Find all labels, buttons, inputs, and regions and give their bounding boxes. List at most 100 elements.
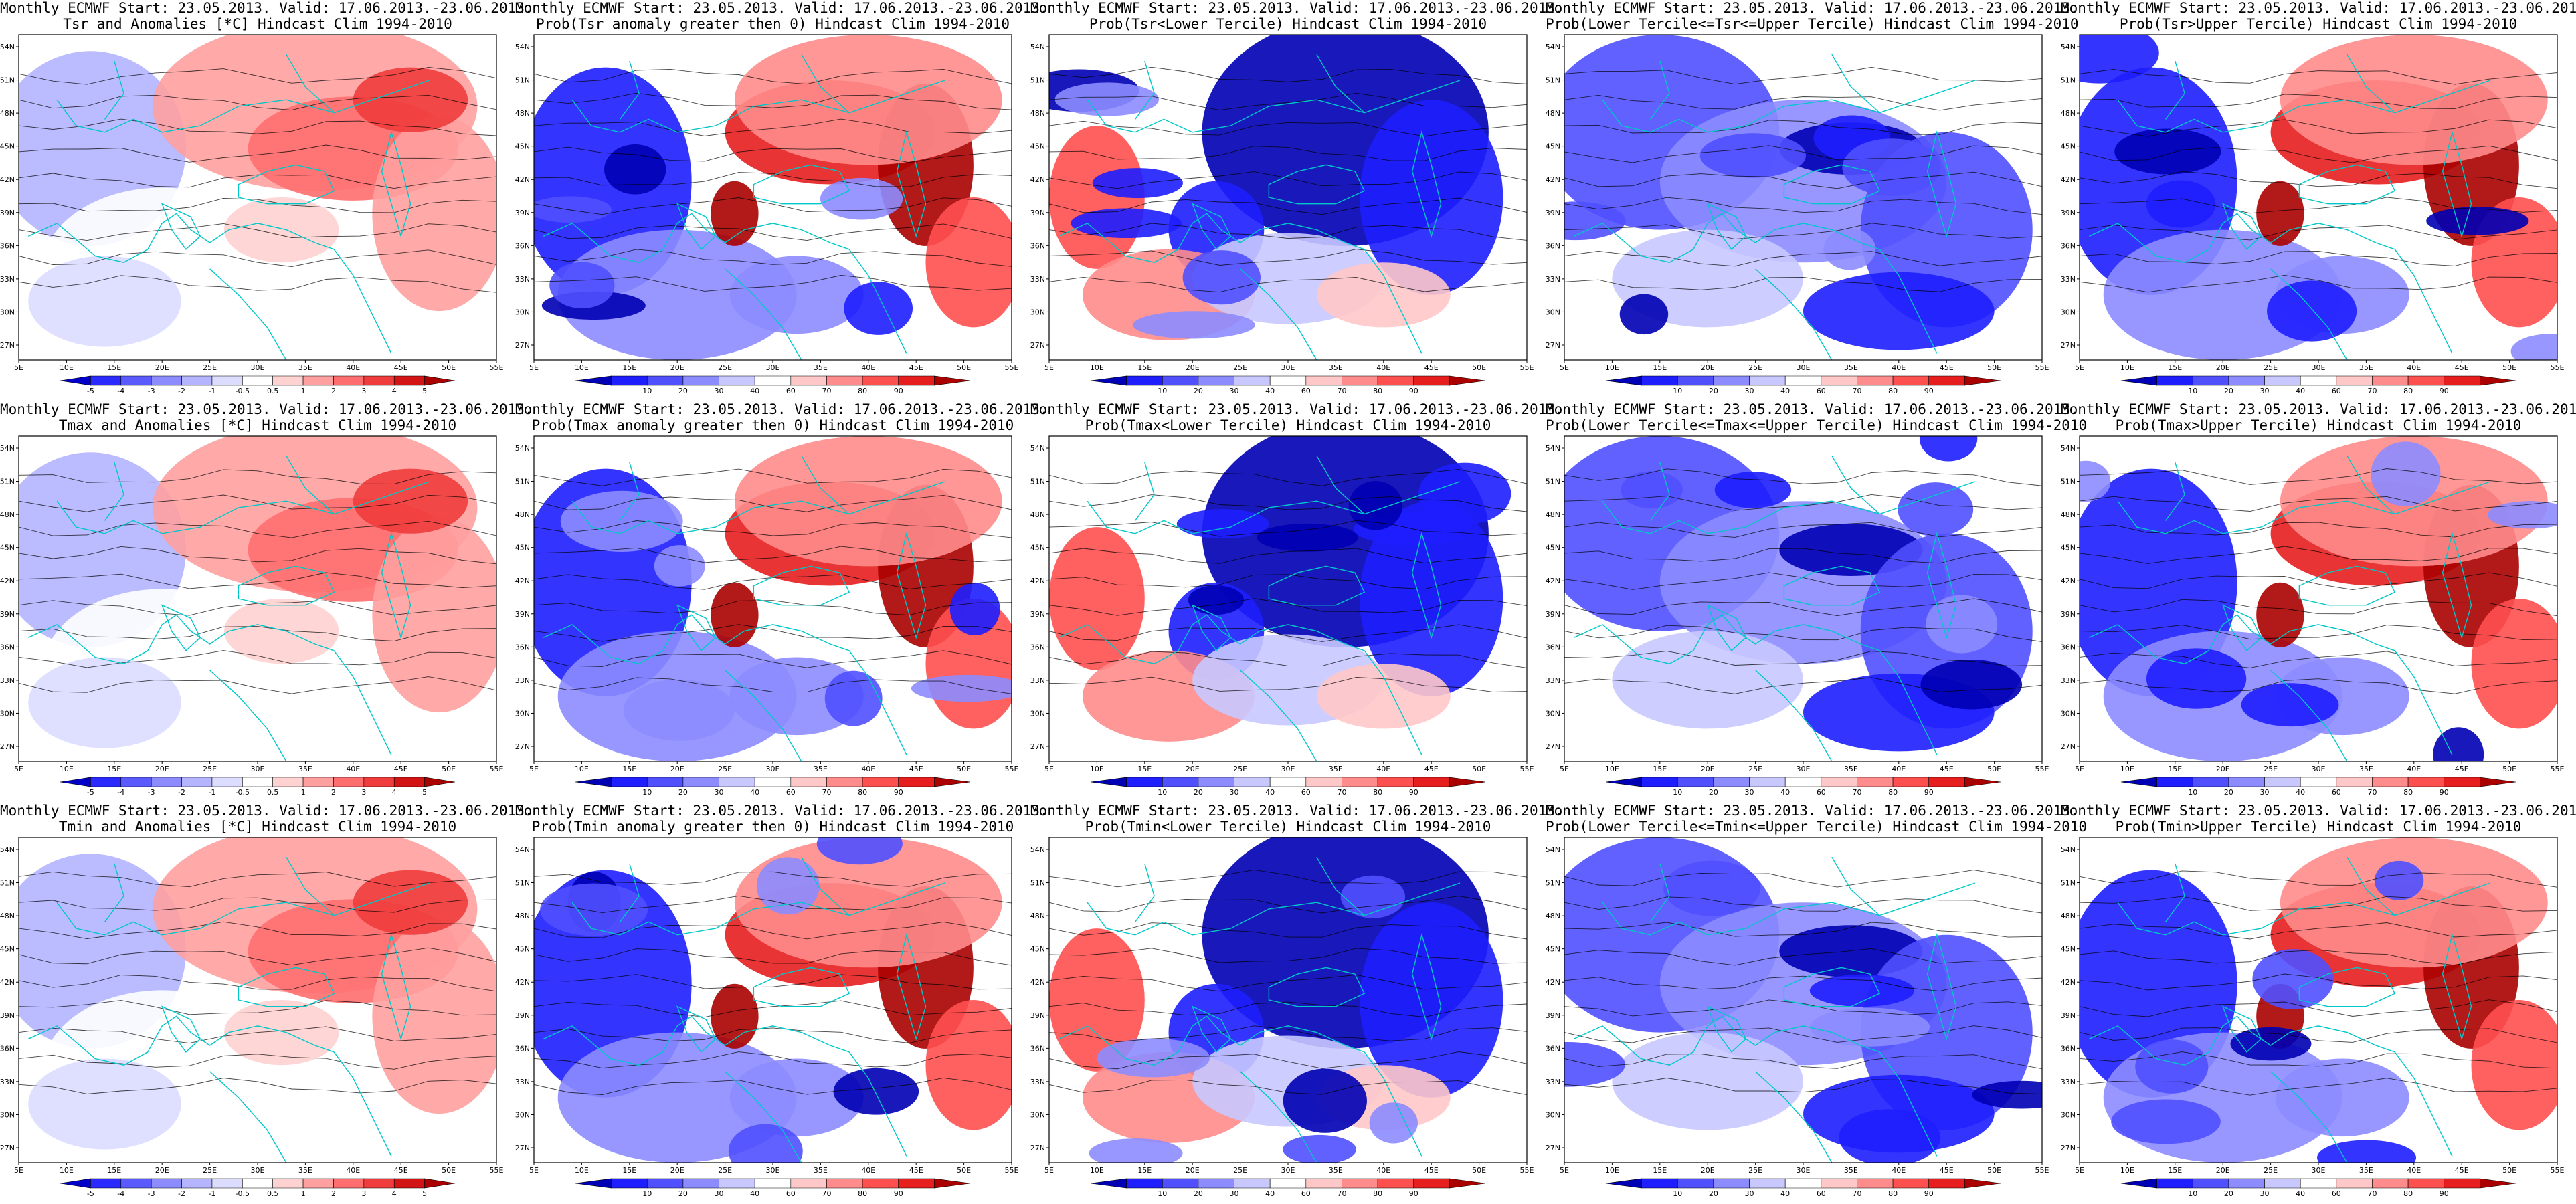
colorbar-segment <box>826 1178 863 1189</box>
coastline <box>2442 532 2472 639</box>
shaded-area <box>1348 481 1403 530</box>
colorbar-label: -3 <box>148 1189 155 1198</box>
temperature-contour <box>19 197 496 213</box>
coastline <box>238 967 335 1007</box>
longitude-tick-label: 55E <box>1005 363 1019 372</box>
colorbar-segment <box>611 777 648 787</box>
colorbar-label: 80 <box>2403 788 2413 797</box>
temperature-contour <box>534 146 1012 163</box>
longitude-tick-label: 40E <box>346 363 360 372</box>
latitude-tick-label: 51N <box>515 76 530 85</box>
temperature-contour <box>1564 1054 2042 1070</box>
shaded-area <box>1612 631 1803 729</box>
colorbar-segment <box>242 375 273 386</box>
longitude-tick-label: 50E <box>2502 765 2516 773</box>
latitude-tick-label: 30N <box>0 1110 15 1119</box>
temperature-contour <box>19 249 496 267</box>
colorbar-label: 20 <box>678 788 688 797</box>
shaded-area <box>534 196 612 223</box>
colorbar-segment <box>242 1178 273 1189</box>
longitude-tick-label: 55E <box>1520 765 1534 773</box>
temperature-contour <box>1564 650 2042 666</box>
colorbar-segment <box>1641 1178 1678 1189</box>
coastline <box>896 130 927 238</box>
temperature-contour <box>534 624 1012 642</box>
latitude-tick-label: 54N <box>2061 444 2076 453</box>
colorbar-label: 80 <box>2403 1189 2413 1198</box>
coastline <box>381 532 411 639</box>
colorbar-label: 60 <box>2332 1189 2341 1198</box>
temperature-contour <box>534 650 1012 668</box>
colorbar-segment <box>826 375 863 386</box>
shaded-area <box>844 282 913 335</box>
longitude-tick-label: 40E <box>1376 363 1390 372</box>
longitude-tick-label: 35E <box>1844 363 1858 372</box>
longitude-tick-label: 35E <box>1329 363 1343 372</box>
colorbar-segment <box>1784 375 1822 386</box>
colorbar-label: 70 <box>822 387 831 395</box>
coastline <box>161 1005 201 1053</box>
longitude-tick-label: 25E <box>1748 1166 1762 1175</box>
colorbar-label: 1 <box>301 1189 306 1198</box>
temperature-contour <box>2080 999 2557 1017</box>
coastline <box>1783 164 1881 205</box>
colorbar-label: 10 <box>1158 1189 1167 1198</box>
colorbar-label: -1 <box>208 1189 215 1198</box>
shaded-area <box>1257 523 1359 552</box>
temperature-contour <box>19 144 496 163</box>
latitude-tick-label: 30N <box>2061 1110 2076 1119</box>
colorbar-segment <box>2156 1178 2193 1189</box>
map-figure: 5E 10E 15E 20E 25E 30E 35E 40E 45E 50E 55E 54N 51N 48… <box>2061 837 2565 1198</box>
latitude-tick-label: 45N <box>2061 945 2076 954</box>
colorbar-label: 20 <box>1194 387 1203 395</box>
temperature-contour <box>2080 922 2557 940</box>
coastline <box>1364 1051 1422 1157</box>
temperature-contour <box>19 275 496 293</box>
colorbar-segment <box>1928 1178 1965 1189</box>
shaded-area <box>2426 207 2529 235</box>
longitude-tick-label: 10E <box>1605 765 1619 773</box>
shaded-area <box>2111 1099 2221 1144</box>
temperature-contour <box>1049 1079 1527 1096</box>
colorbar-segment <box>363 375 395 386</box>
colorbar-segment <box>151 777 182 787</box>
latitude-tick-label: 33N <box>515 676 530 685</box>
shaded-area <box>756 857 820 915</box>
latitude-tick-label: 45N <box>515 544 530 553</box>
colorbar-segment <box>1377 777 1414 787</box>
latitude-tick-label: 51N <box>0 478 15 486</box>
coastline <box>571 500 850 534</box>
longitude-tick-label: 15E <box>1653 765 1667 773</box>
longitude-tick-label: 45E <box>394 1166 408 1175</box>
coastline <box>104 863 124 922</box>
coastline <box>1574 614 1775 664</box>
shaded-area <box>824 670 883 726</box>
colorbar-segment <box>1928 777 1965 787</box>
colorbar-label: 10 <box>2188 788 2197 797</box>
shaded-area <box>949 582 1000 636</box>
shaded-area <box>224 599 339 664</box>
shaded-area <box>1919 436 1978 462</box>
temperature-contour <box>534 68 1012 85</box>
shaded-area <box>2317 1140 2417 1163</box>
colorbar-label: 10 <box>1673 387 1682 395</box>
coastline <box>1774 1025 1880 1053</box>
colorbar-label: 30 <box>715 1189 724 1198</box>
longitude-tick-label: 5E <box>2075 1166 2084 1175</box>
longitude-tick-label: 15E <box>2168 363 2182 372</box>
coastline <box>1134 462 1155 521</box>
temperature-contour <box>1049 974 1527 992</box>
colorbar-segment <box>424 777 456 787</box>
longitude-tick-label: 10E <box>60 1166 74 1175</box>
longitude-tick-label: 35E <box>814 765 828 773</box>
colorbar-segment <box>719 777 755 787</box>
latitude-tick-label: 45N <box>2061 544 2076 553</box>
shaded-area <box>557 1032 797 1163</box>
coastline <box>2394 1051 2453 1157</box>
colorbar-label: -2 <box>178 788 185 797</box>
longitude-tick-label: 30E <box>766 1166 780 1175</box>
temperature-contour <box>1564 922 2042 938</box>
longitude-tick-label: 10E <box>575 1166 589 1175</box>
latitude-tick-label: 51N <box>2061 76 2076 85</box>
latitude-tick-label: 45N <box>1546 544 1560 553</box>
